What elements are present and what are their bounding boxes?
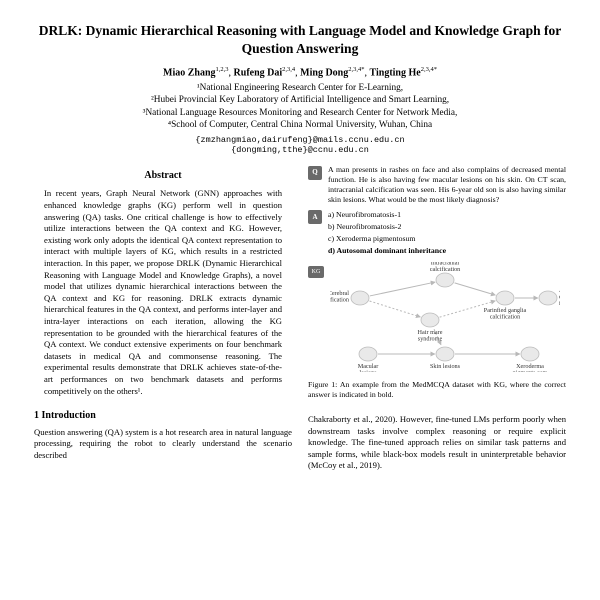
svg-text:Skin lesions: Skin lesions — [430, 363, 461, 370]
answer-list: a) Neurofibromatosis-1b) Neurofibromatos… — [328, 209, 446, 256]
section-1-p1: Question answering (QA) system is a hot … — [34, 427, 292, 462]
svg-text:inheritance: inheritance — [559, 300, 560, 307]
svg-text:calcification: calcification — [330, 297, 349, 304]
kg-diagram: CerebralcalcificationIntracranialcalcifi… — [330, 262, 566, 376]
emails: {zmzhangmiao,dairufeng}@mails.ccnu.edu.c… — [34, 135, 566, 155]
abstract-body: In recent years, Graph Neural Network (G… — [34, 188, 292, 397]
affiliations: ¹National Engineering Research Center fo… — [34, 82, 566, 132]
answer-tag: A — [308, 210, 322, 224]
left-column: Abstract In recent years, Graph Neural N… — [34, 165, 292, 475]
svg-text:pigments sum: pigments sum — [513, 370, 548, 373]
svg-text:lesions: lesions — [359, 370, 377, 373]
right-body-p1: Chakraborty et al., 2020). However, fine… — [308, 414, 566, 472]
answer-option: b) Neurofibromatosis-2 — [328, 221, 446, 233]
svg-text:calcification: calcification — [490, 314, 521, 321]
question-tag: Q — [308, 166, 322, 180]
answer-option: c) Xeroderma pigmentosum — [328, 233, 446, 245]
paper-title: DRLK: Dynamic Hierarchical Reasoning wit… — [34, 22, 566, 58]
figure-1-caption: Figure 1: An example from the MedMCQA da… — [308, 380, 566, 400]
section-1-heading: 1 Introduction — [34, 409, 292, 423]
authors: Miao Zhang1,2,3, Rufeng Dai2,3,4, Ming D… — [34, 66, 566, 78]
right-column: Q A man presents in rashes on face and a… — [308, 165, 566, 475]
svg-text:syndrome: syndrome — [418, 336, 443, 343]
question-text: A man presents in rashes on face and als… — [328, 165, 566, 206]
answer-option: a) Neurofibromatosis-1 — [328, 209, 446, 221]
svg-text:calcification: calcification — [430, 266, 461, 273]
kg-tag: KG — [308, 266, 324, 278]
answer-option: d) Autosomal dominant inheritance — [328, 245, 446, 257]
abstract-heading: Abstract — [34, 169, 292, 183]
